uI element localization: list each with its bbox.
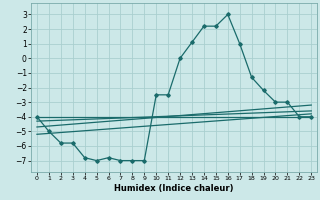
- X-axis label: Humidex (Indice chaleur): Humidex (Indice chaleur): [114, 184, 234, 193]
